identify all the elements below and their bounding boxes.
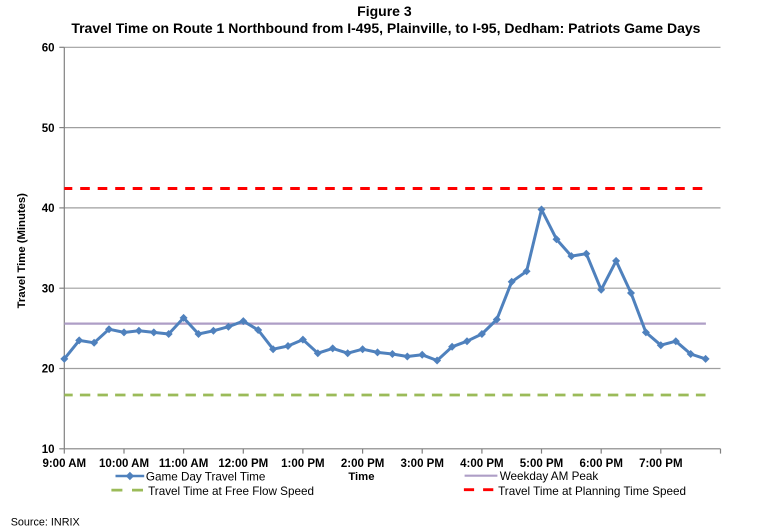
svg-text:Travel Time at Planning Time S: Travel Time at Planning Time Speed [498,485,686,498]
svg-text:30: 30 [42,283,55,295]
svg-text:7:00 PM: 7:00 PM [639,458,682,470]
svg-text:6:00 PM: 6:00 PM [579,458,622,470]
svg-text:1:00 PM: 1:00 PM [281,458,324,470]
svg-text:2:00 PM: 2:00 PM [341,458,384,470]
svg-text:Weekday AM Peak: Weekday AM Peak [500,470,599,483]
svg-text:Time: Time [348,471,374,483]
svg-text:9:00 AM: 9:00 AM [42,458,86,470]
svg-text:Travel Time at Free Flow Speed: Travel Time at Free Flow Speed [148,485,314,498]
svg-text:Travel Time on Route 1 Northbo: Travel Time on Route 1 Northbound from I… [71,20,700,36]
svg-text:20: 20 [42,364,55,376]
svg-text:5:00 PM: 5:00 PM [520,458,563,470]
svg-text:50: 50 [42,123,55,135]
svg-text:10:00 AM: 10:00 AM [99,458,149,470]
svg-text:Figure 3: Figure 3 [357,3,412,19]
svg-text:40: 40 [42,203,55,215]
svg-text:4:00 PM: 4:00 PM [460,458,503,470]
svg-text:11:00 AM: 11:00 AM [159,458,208,470]
svg-text:3:00 PM: 3:00 PM [400,458,443,470]
svg-text:Travel Time (Minutes): Travel Time (Minutes) [16,193,28,309]
svg-text:60: 60 [42,43,55,55]
svg-text:10: 10 [42,444,55,456]
svg-text:12:00 PM: 12:00 PM [218,458,268,470]
svg-text:Source: INRIX: Source: INRIX [11,517,80,529]
svg-text:Game Day Travel Time: Game Day Travel Time [146,470,266,483]
